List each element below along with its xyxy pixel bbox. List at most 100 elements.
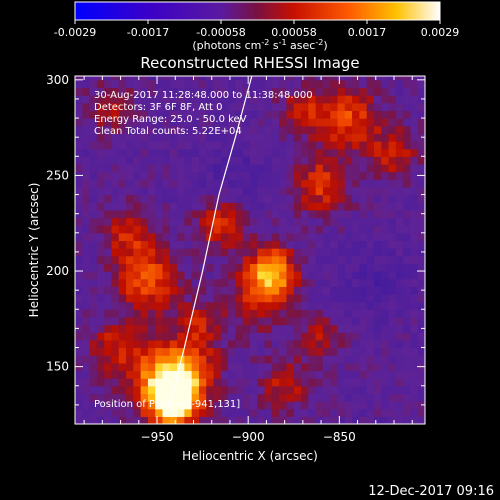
heatmap-pixel [82,225,91,234]
heatmap-pixel [417,194,425,203]
heatmap-pixel [228,179,237,188]
heatmap-pixel [162,408,171,417]
heatmap-pixel [366,171,375,180]
heatmap-pixel [82,141,91,150]
heatmap-pixel [286,324,295,333]
heatmap-pixel [264,309,273,318]
heatmap-pixel [140,370,149,379]
heatmap-pixel [352,79,360,89]
heatmap-pixel [366,125,375,134]
heatmap-pixel [96,347,105,356]
heatmap-pixel [111,118,120,127]
heatmap-pixel [373,293,382,303]
heatmap-pixel [315,110,324,119]
x-tick-label: −850 [323,430,356,444]
heatmap-pixel [286,385,295,395]
heatmap-pixel [381,347,390,356]
heatmap-pixel [388,240,397,249]
heatmap-pixel [242,225,251,234]
heatmap-pixel [111,362,120,372]
heatmap-pixel [257,408,266,417]
heatmap-pixel [359,225,368,234]
heatmap-pixel [242,209,251,219]
heatmap-pixel [359,141,368,150]
heatmap-pixel [250,301,258,310]
heatmap-pixel [169,225,178,234]
heatmap-pixel [395,186,404,196]
heatmap-pixel [322,217,331,226]
heatmap-pixel [410,339,419,349]
heatmap-pixel [206,202,215,211]
heatmap-pixel [410,141,419,150]
heatmap-pixel [410,102,419,112]
heatmap-pixel [359,87,368,96]
heatmap-pixel [140,179,149,188]
heatmap-pixel [220,347,229,356]
heatmap-pixel [177,202,185,211]
heatmap-pixel [417,125,425,134]
heatmap-pixel [250,209,258,219]
heatmap-pixel [352,202,360,211]
heatmap-pixel [133,148,142,157]
heatmap-pixel [315,271,324,280]
heatmap-pixel [198,301,207,310]
heatmap-pixel [388,102,397,112]
heatmap-pixel [242,301,251,310]
heatmap-pixel [89,110,98,119]
heatmap-pixel [381,79,390,89]
heatmap-pixel [395,355,404,364]
heatmap-pixel [373,148,382,157]
heatmap-pixel [315,202,324,211]
heatmap-pixel [337,141,346,150]
heatmap-pixel [410,324,419,333]
heatmap-pixel [315,362,324,372]
heatmap-pixel [264,232,273,242]
heatmap-pixel [388,347,397,356]
heatmap-pixel [220,309,229,318]
heatmap-pixel [271,87,280,96]
heatmap-pixel [206,416,215,424]
heatmap-pixel [235,110,244,119]
heatmap-pixel [315,370,324,379]
heatmap-pixel [264,186,273,196]
heatmap-pixel [228,255,237,264]
heatmap-pixel [206,194,215,203]
heatmap-pixel [359,217,368,226]
heatmap-pixel [104,125,113,134]
heatmap-pixel [322,194,331,203]
heatmap-pixel [75,378,83,387]
heatmap-pixel [366,271,375,280]
heatmap-pixel [330,362,339,372]
heatmap-pixel [169,125,178,134]
heatmap-pixel [381,240,390,249]
heatmap-pixel [308,355,317,364]
heatmap-pixel [403,309,412,318]
heatmap-pixel [162,263,171,272]
heatmap-pixel [89,416,98,424]
heatmap-pixel [308,76,317,81]
heatmap-pixel [213,332,222,341]
heatmap-pixel [104,194,113,203]
heatmap-pixel [337,186,346,196]
heatmap-pixel [126,401,134,410]
heatmap-pixel [213,76,222,81]
heatmap-pixel [366,347,375,356]
heatmap-pixel [126,110,134,119]
heatmap-pixel [293,240,302,249]
heatmap-pixel [322,76,331,81]
heatmap-pixel [118,102,127,112]
heatmap-pixel [82,248,91,257]
heatmap-pixel [410,293,419,303]
heatmap-pixel [140,316,149,326]
heatmap-pixel [126,248,134,257]
heatmap-pixel [410,209,419,219]
heatmap-pixel [417,240,425,249]
heatmap-pixel [395,278,404,287]
heatmap-pixel [330,255,339,264]
heatmap-pixel [133,209,142,219]
heatmap-pixel [162,141,171,150]
heatmap-pixel [162,194,171,203]
heatmap-pixel [126,278,134,287]
heatmap-pixel [293,163,302,173]
heatmap-pixel [417,156,425,165]
